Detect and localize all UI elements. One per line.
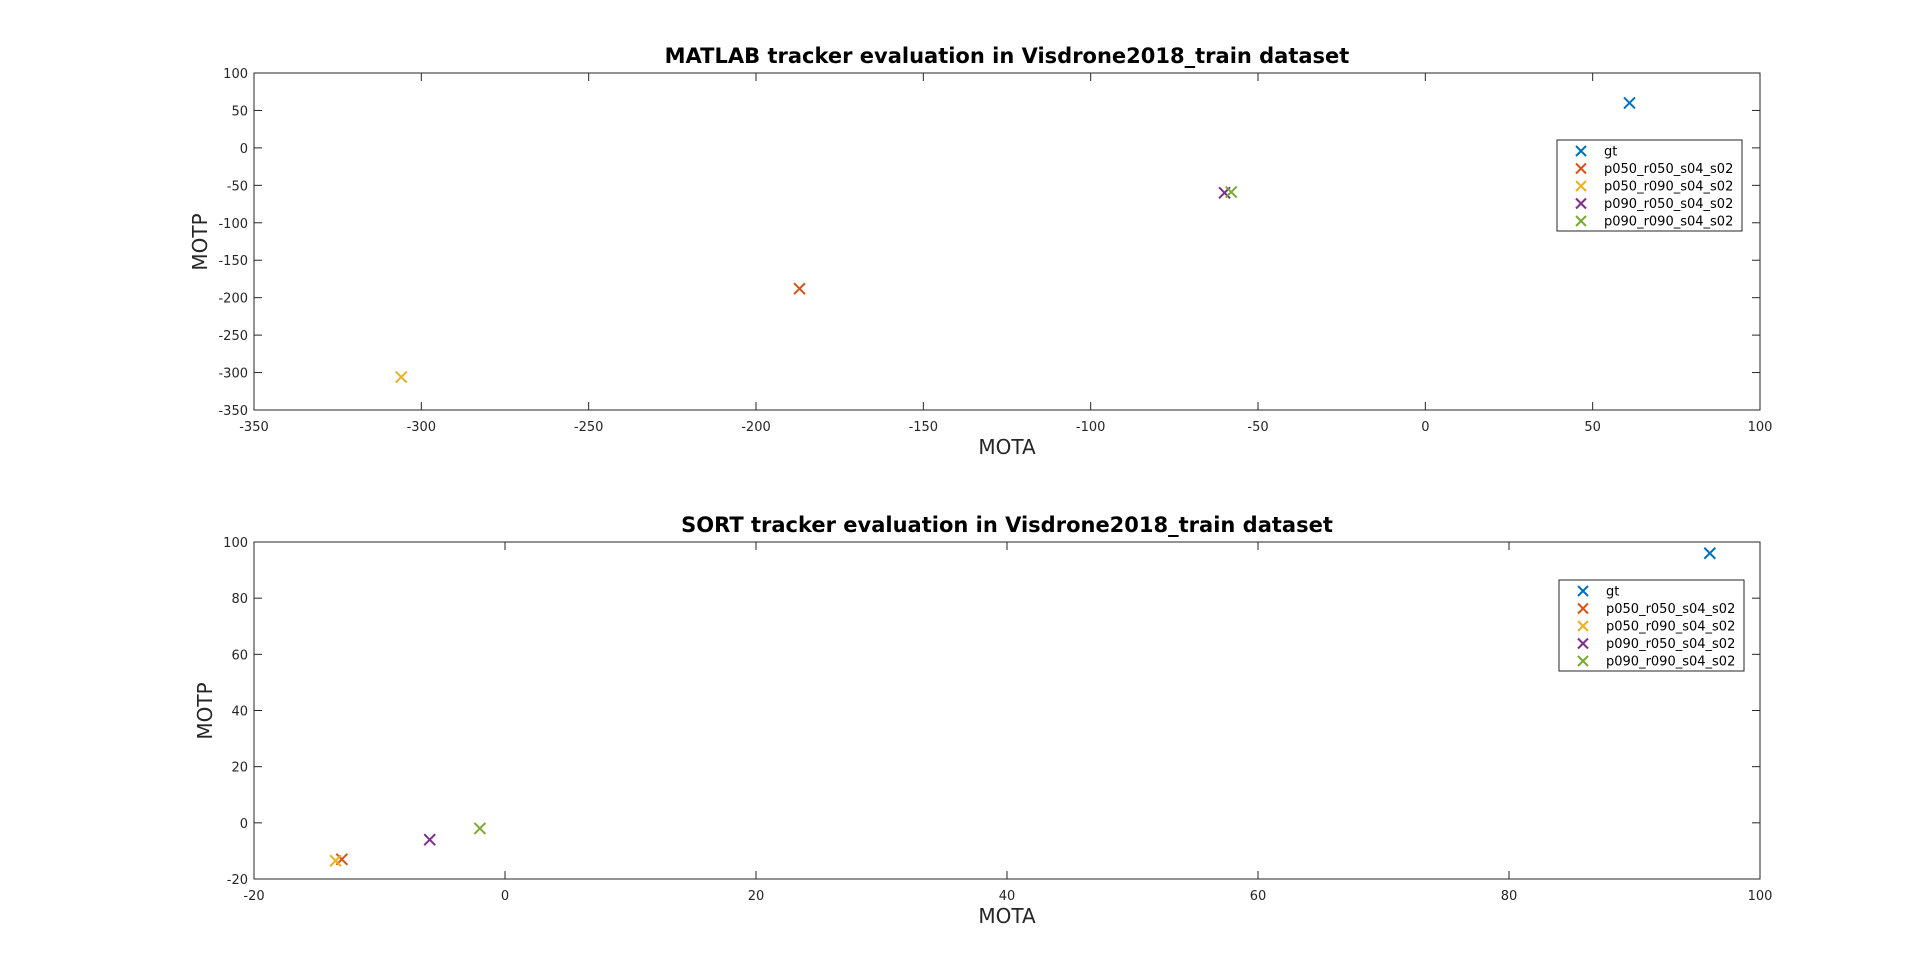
- data-point-p050_r090_s04_s02: [329, 854, 342, 867]
- legend-marker-icon: [1575, 180, 1587, 192]
- x-tick-label: -200: [741, 420, 771, 435]
- sort-tracker-chart: SORT tracker evaluation in Visdrone2018_…: [193, 513, 1772, 928]
- legend-label: p090_r090_s04_s02: [1606, 655, 1735, 670]
- legend-marker-icon: [1575, 145, 1587, 157]
- x-tick-label: 60: [1250, 889, 1267, 904]
- y-tick-label: 60: [231, 648, 248, 663]
- y-tick-label: -250: [218, 329, 248, 344]
- legend-marker-icon: [1575, 197, 1587, 210]
- legend-label: p090_r090_s04_s02: [1604, 215, 1733, 230]
- y-tick-label: 0: [240, 817, 248, 832]
- y-tick-label: -300: [218, 367, 248, 382]
- data-point-gt: [1703, 547, 1717, 560]
- x-tick-label: -100: [1076, 420, 1106, 435]
- data-point-p050_r050_s04_s02: [793, 282, 806, 295]
- legend-marker-icon: [1577, 655, 1589, 667]
- legend: gt p050_r050_s04_s02 p050_r090_s04_s02 p090…: [1558, 579, 1745, 672]
- legend-label: gt: [1604, 145, 1617, 160]
- plot-area: [253, 72, 1761, 411]
- data-point-p090_r090_s04_s02: [1225, 185, 1238, 199]
- y-tick-label: -100: [218, 217, 248, 232]
- y-tick-label: -200: [218, 292, 248, 307]
- x-tick-label: -20: [243, 889, 264, 904]
- x-tick-label: -350: [239, 420, 269, 435]
- x-tick-label: 0: [1421, 420, 1429, 435]
- data-point-p050_r090_s04_s02: [395, 370, 408, 384]
- data-point-gt: [1623, 96, 1636, 110]
- y-tick-label: 40: [231, 705, 248, 720]
- x-tick-label: 40: [999, 889, 1016, 904]
- legend-label: p050_r050_s04_s02: [1604, 162, 1733, 177]
- y-tick-label: 100: [223, 536, 248, 551]
- legend-marker-icon: [1577, 637, 1589, 650]
- x-axis-title: MOTA: [978, 435, 1036, 459]
- x-tick-label: 0: [501, 889, 509, 904]
- y-tick-label: 50: [231, 104, 248, 119]
- plot-area: [253, 541, 1761, 880]
- x-tick-label: 50: [1584, 420, 1601, 435]
- x-tick-label: 100: [1748, 889, 1773, 904]
- y-tick-label: 80: [231, 592, 248, 607]
- matlab-tracker-chart: MATLAB tracker evaluation in Visdrone201…: [188, 44, 1772, 459]
- legend-label: p090_r050_s04_s02: [1604, 197, 1733, 212]
- x-tick-label: -50: [1247, 420, 1268, 435]
- y-tick-label: 20: [231, 761, 248, 776]
- legend-label: p050_r090_s04_s02: [1606, 620, 1735, 635]
- x-tick-label: 80: [1501, 889, 1518, 904]
- x-tick-label: -150: [909, 420, 939, 435]
- chart-title: MATLAB tracker evaluation in Visdrone201…: [665, 44, 1350, 68]
- y-tick-label: -350: [218, 404, 248, 419]
- legend-label: p050_r090_s04_s02: [1604, 180, 1733, 195]
- y-tick-label: -150: [218, 254, 248, 269]
- y-tick-label: 0: [240, 142, 248, 157]
- legend: gt p050_r050_s04_s02 p050_r090_s04_s02 p090…: [1556, 139, 1743, 232]
- y-tick-label: 100: [223, 67, 248, 82]
- data-point-p090_r090_s04_s02: [473, 822, 487, 835]
- y-tick-label: -50: [227, 179, 248, 194]
- x-tick-label: 20: [748, 889, 765, 904]
- data-point-p090_r050_s04_s02: [423, 833, 436, 846]
- x-tick-label: 100: [1748, 420, 1773, 435]
- legend-marker-icon: [1577, 620, 1589, 632]
- x-axis-title: MOTA: [978, 904, 1036, 928]
- legend-marker-icon: [1577, 602, 1589, 615]
- chart-title: SORT tracker evaluation in Visdrone2018_…: [681, 513, 1333, 537]
- y-axis-title: MOTP: [188, 213, 212, 270]
- legend-marker-icon: [1577, 585, 1589, 597]
- x-tick-label: -300: [407, 420, 437, 435]
- y-tick-label: -20: [227, 873, 248, 888]
- legend-marker-icon: [1575, 162, 1587, 175]
- y-axis-title: MOTP: [193, 682, 217, 739]
- legend-label: p090_r050_s04_s02: [1606, 637, 1735, 652]
- legend-label: p050_r050_s04_s02: [1606, 602, 1735, 617]
- x-tick-label: -250: [574, 420, 604, 435]
- legend-label: gt: [1606, 585, 1619, 600]
- legend-marker-icon: [1575, 215, 1587, 227]
